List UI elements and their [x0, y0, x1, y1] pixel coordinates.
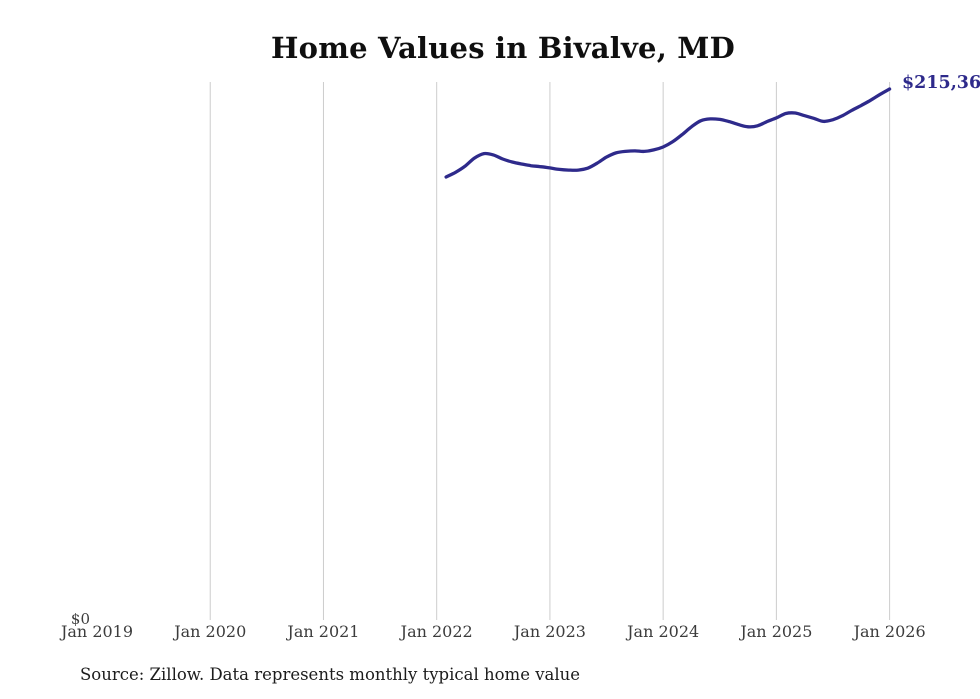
x-tick-label-2021: Jan 2021	[287, 622, 360, 641]
x-tick-label-2020: Jan 2020	[174, 622, 247, 641]
x-tick-label-2023: Jan 2023	[513, 622, 586, 641]
x-tick-label-2019: Jan 2019	[60, 622, 134, 641]
x-tick-label-2022: Jan 2022	[400, 622, 473, 641]
last-value-label: $215,363	[902, 73, 980, 93]
y-axis-zero-label: $0	[70, 610, 90, 628]
x-tick-label-2026: Jan 2026	[853, 622, 926, 641]
chart-title: Home Values in Bivalve, MD	[271, 31, 735, 65]
x-tick-label-2024: Jan 2024	[627, 622, 700, 641]
source-note: Source: Zillow. Data represents monthly …	[80, 665, 581, 684]
x-tick-label-2025: Jan 2025	[740, 622, 813, 641]
home-value-line	[444, 87, 892, 179]
